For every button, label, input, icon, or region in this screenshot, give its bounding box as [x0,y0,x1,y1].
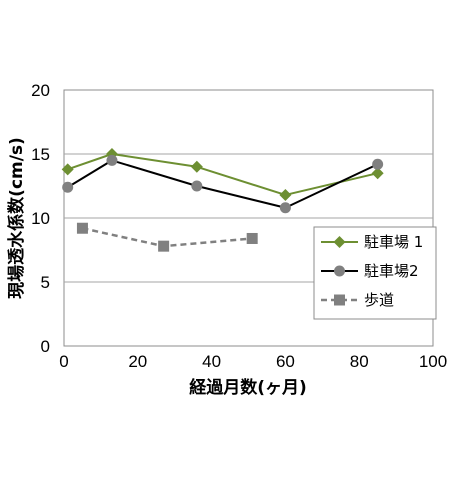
x-tick-label: 0 [59,352,68,371]
series-2-point [279,202,291,214]
legend-entries: 駐車場 1 駐車場2 歩道 [321,233,423,309]
x-tick-label: 20 [128,352,147,371]
legend-marker [334,294,345,306]
legend-marker [334,265,345,277]
series-2-point [372,158,384,170]
series-2-point [106,154,118,166]
y-tick-label: 0 [41,337,50,356]
legend-label: 駐車場2 [364,262,419,280]
legend-label: 歩道 [364,291,394,309]
series-1-point [61,163,74,176]
legend-label: 駐車場 1 [364,233,423,251]
y-tick-label: 5 [41,273,50,292]
legend: 駐車場 1 駐車場2 歩道 [313,226,437,320]
y-tick-label: 10 [31,209,50,228]
legend-entry-3: 歩道 [321,291,394,309]
series-3-point [158,240,170,252]
legend-marker [333,236,346,248]
y-tick-label: 15 [31,145,50,164]
x-tick-label: 80 [350,352,369,371]
series-1-point [371,167,384,180]
x-tick-labels: 0 20 40 60 80 100 [59,352,447,371]
series-3-point [76,222,88,234]
series-1-point [279,188,292,201]
y-tick-labels: 0 5 10 15 20 [31,81,50,356]
legend-entry-1: 駐車場 1 [321,233,423,251]
series-group [61,148,384,252]
series-2-point [62,181,74,193]
y-axis-title: 現場透水係数(cm/s) [6,137,27,299]
series-2-point [191,180,203,192]
y-tick-label: 20 [31,81,50,100]
series-3 [76,222,258,252]
series-3-point [246,232,258,244]
x-axis-title: 経過月数(ヶ月) [189,377,307,398]
series-1-point [190,160,203,173]
series-2 [62,154,384,214]
x-tick-label: 40 [202,352,221,371]
x-tick-label: 100 [419,352,447,371]
legend-entry-2: 駐車場2 [321,262,419,280]
x-tick-label: 60 [276,352,295,371]
